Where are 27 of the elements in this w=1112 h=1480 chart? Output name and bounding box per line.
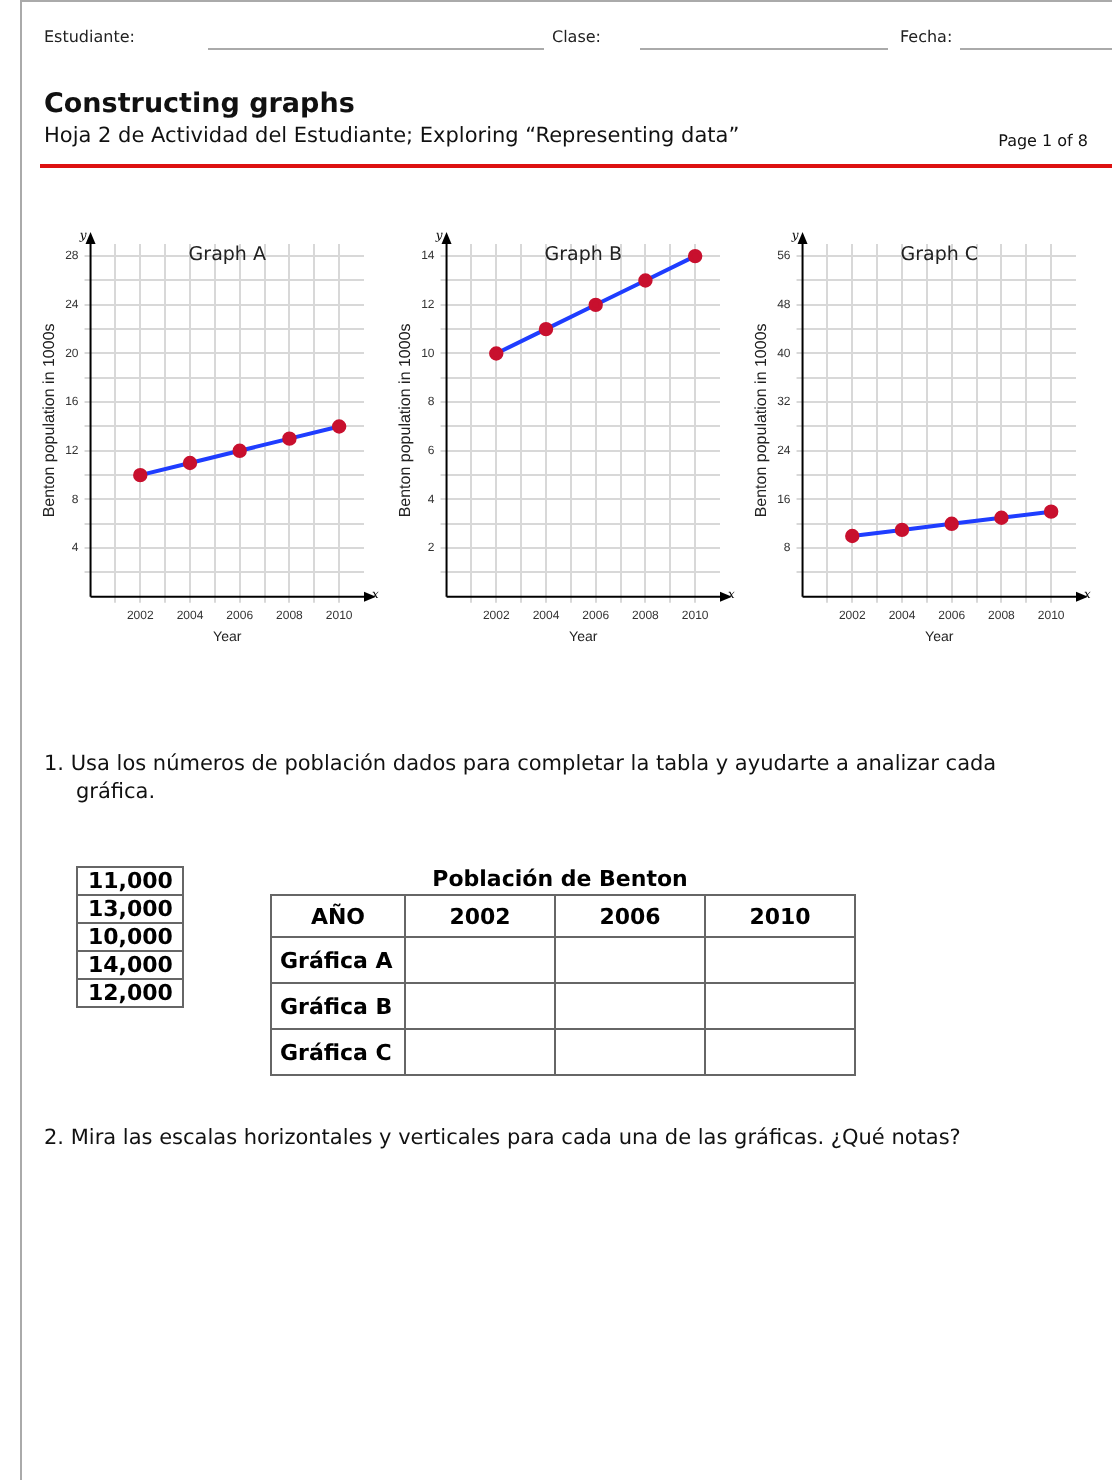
text: Constructing graphs <box>44 88 355 120</box>
text: AÑO <box>271 895 405 937</box>
y-axis-title: Benton population in 1000s <box>40 323 59 518</box>
category-label: 2002 <box>405 895 555 937</box>
category-label: Gráfica A <box>280 947 393 973</box>
text: Clase: <box>552 28 601 46</box>
text: 11,000 <box>77 867 184 895</box>
text: 12,000 <box>77 979 184 1007</box>
chart-title: Graph C <box>900 244 979 267</box>
category-label: Gráfica B <box>280 993 393 1019</box>
category-label: Gráfica C <box>280 1039 392 1065</box>
text: 2. Mira las escalas horizontales y verticales para cada una de las gráficas. ¿Qué notas? <box>44 1126 963 1150</box>
y-axis-title: Benton population in 1000s <box>396 323 415 518</box>
text: Estudiante: <box>44 28 135 46</box>
category-label: 2006 <box>555 895 705 937</box>
text: Fecha: <box>900 28 953 46</box>
chart-title: Graph B <box>544 244 622 267</box>
chart-title: Graph A <box>188 244 267 267</box>
y-axis-title: Benton population in 1000s <box>752 323 771 518</box>
text: Población de Benton <box>430 866 690 892</box>
text: 1. Usa los números de población dados para completar la tabla y ayudarte a analizar cada gráfica. <box>44 750 999 806</box>
text: Page 1 of 8 <box>998 132 1088 150</box>
text: 10,000 <box>77 923 184 951</box>
text: 13,000 <box>77 895 184 923</box>
text: Hoja 2 de Actividad del Estudiante; Exploring “Representing data” <box>44 124 740 148</box>
text: 14,000 <box>77 951 184 979</box>
category-label: 2010 <box>705 895 855 937</box>
